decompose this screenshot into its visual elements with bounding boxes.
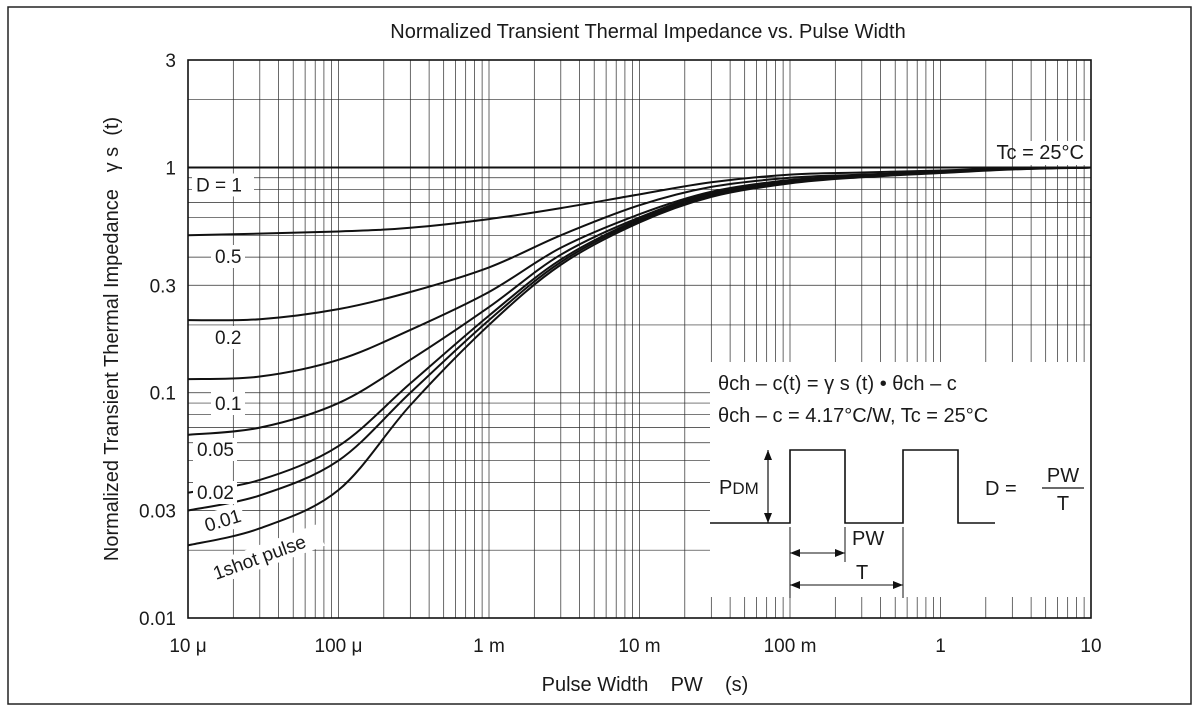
t-label: T [856,562,868,584]
duty-lhs: D = [985,478,1022,500]
curve-label: 0.5 [215,247,241,268]
curve-label-background [192,173,254,197]
x-tick-labels: 10 μ 100 μ 1 m 10 m 100 m 1 10 [169,636,1101,657]
curve-label-group: D = 1 [192,173,254,197]
curve-label-background [211,392,245,415]
x-tick-label: 1 [935,636,946,657]
curve-label-group: 0.02 [193,481,237,504]
pw-arrow-right [835,549,845,557]
eq1-theta-2: θ [892,373,903,395]
pdm-arrow-head-top [764,450,772,460]
x-tick-label: 100 μ [315,636,363,657]
y-axis-label: Normalized Transient Thermal Impedance γ… [101,117,123,561]
eq1-part-f: ch – c [903,373,956,395]
curves [187,166,1092,547]
curve-label-group: 0.5 [211,245,245,268]
curve-label-group: 0.05 [193,438,237,461]
x-tick-label: 100 m [764,636,817,657]
eq1-gamma: γ [824,373,834,395]
y-tick-label: 0.3 [150,276,176,297]
y-tick-label: 0.03 [139,502,176,523]
tc-annotation: Tc = 25°C [997,142,1084,164]
plot-border [187,59,1092,619]
y-tick-label: 3 [165,51,176,72]
pdm-label: PDM [719,477,759,499]
pdm-main: P [719,477,732,499]
eq2-part-b: ch – c = 4.17°C/W, Tc = 25°C [729,405,988,427]
curve-label: 0.2 [215,328,241,349]
t-arrow-left [790,581,800,589]
eq1-part-d: s (t) • [834,373,892,395]
duty-denominator: T [1057,493,1069,515]
pulse-waveform [710,449,995,524]
curve-label: 0.1 [215,394,241,415]
y-tick-label: 1 [165,158,176,179]
curve-label-group: 1shot pulse [206,524,325,587]
curve-label-background [197,503,247,538]
duty-numerator: PW [1047,465,1079,487]
pdm-subscript: DM [732,479,758,498]
x-tick-label: 10 [1080,636,1101,657]
curve-label-group: 0.1 [211,392,245,415]
pdm-arrow-head-bottom [764,513,772,523]
eq1-part-b: ch – c(t) = [729,373,824,395]
y-tick-label: 0.1 [150,384,176,405]
tc-label-background [1020,141,1090,165]
series-line [187,166,1092,547]
chart-title: Normalized Transient Thermal Impedance v… [390,21,905,43]
pw-arrow-left [790,549,800,557]
t-arrow-right [893,581,903,589]
x-tick-label: 1 m [473,636,505,657]
inset-background [710,362,1091,605]
x-tick-label: 10 m [618,636,660,657]
eq1-theta: θ [718,373,729,395]
x-tick-label: 10 μ [169,636,206,657]
curve-label: 0.02 [197,483,234,504]
thermal-equation: θch – c(t) = γ s (t) • θch – c [718,373,957,395]
pw-label: PW [852,528,884,550]
curve-label-background [193,438,237,461]
thermal-resistance: θch – c = 4.17°C/W, Tc = 25°C [718,405,988,427]
y-tick-labels: 0.01 0.03 0.1 0.3 1 3 [139,51,176,630]
curve-label-background [193,481,237,504]
inset-diagram: θch – c(t) = γ s (t) • θch – c θch – c =… [710,373,1084,598]
curve-label-background [206,524,325,587]
curve-label-background [211,245,245,268]
y-tick-label: 0.01 [139,609,176,630]
eq2-theta: θ [718,405,729,427]
x-axis-label: Pulse Width PW (s) [542,674,749,696]
curve-label: D = 1 [196,175,242,196]
curve-label-background [211,326,245,349]
curve-label-group: 0.2 [211,326,245,349]
chart-frame [7,6,1192,705]
curve-label: 0.05 [197,440,234,461]
